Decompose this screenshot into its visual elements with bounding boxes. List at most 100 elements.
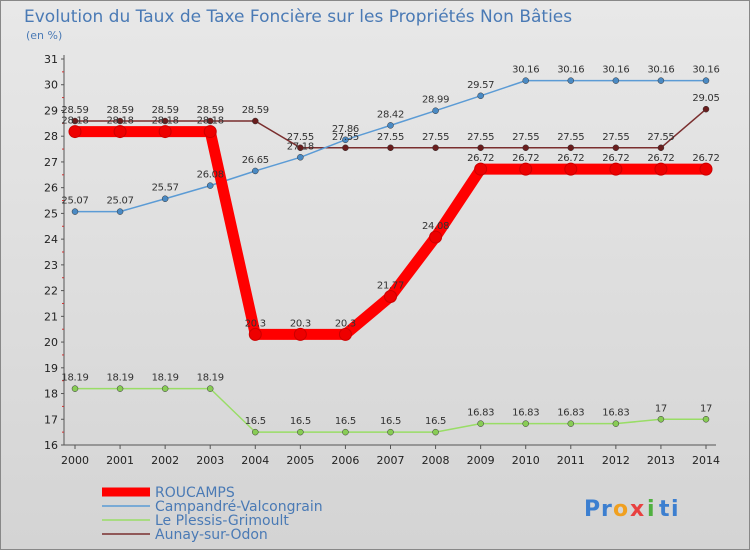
brand-letter: t — [659, 497, 670, 522]
data-label: 30.16 — [557, 65, 584, 76]
data-label: 26.72 — [467, 153, 494, 164]
data-label: 16.5 — [425, 416, 446, 427]
data-point — [702, 416, 710, 423]
y-tick-label: 20 — [44, 336, 58, 349]
data-label: 27.55 — [647, 132, 674, 143]
data-label: 28.59 — [61, 105, 88, 116]
series-roucamps — [68, 125, 713, 341]
data-point — [203, 125, 217, 139]
data-label: 30.16 — [692, 65, 719, 76]
data-point — [567, 420, 575, 427]
data-point — [71, 208, 79, 215]
x-tick-label: 2012 — [602, 454, 630, 467]
data-label: 16.83 — [467, 408, 494, 419]
data-point — [252, 428, 259, 436]
legend-label: Le Plessis-Grimoult — [155, 513, 289, 529]
data-label: 16.83 — [512, 408, 539, 419]
brand-letter: i — [671, 497, 679, 522]
data-point — [657, 416, 665, 423]
data-label: 27.55 — [557, 132, 584, 143]
data-point — [116, 208, 124, 215]
data-label: 26.65 — [242, 155, 269, 166]
data-labels-roucamps: 28.18 28.18 28.18 28.18 20.3 20.3 20.3 21.77 24.… — [61, 116, 719, 330]
data-label: 27.55 — [422, 132, 449, 143]
series-campandr-valcongrain — [71, 77, 710, 215]
data-point — [387, 144, 394, 152]
data-label: 28.59 — [242, 105, 269, 116]
data-label: 27.55 — [602, 132, 629, 143]
data-label: 18.19 — [61, 373, 88, 384]
series-aunay-sur-odon — [71, 105, 710, 152]
x-tick-label: 2008 — [422, 454, 450, 467]
data-point — [612, 77, 620, 84]
y-tick-label: 26 — [44, 182, 58, 195]
data-point — [657, 77, 665, 84]
data-point — [206, 385, 214, 392]
data-point — [519, 162, 533, 176]
data-label: 29.57 — [467, 80, 494, 91]
data-point — [384, 290, 397, 304]
brand-letter: r — [601, 497, 612, 522]
data-point — [206, 182, 214, 189]
y-tick-label: 25 — [44, 207, 58, 220]
data-label: 29.05 — [692, 93, 719, 104]
data-point — [567, 77, 575, 84]
data-point — [297, 154, 304, 161]
data-label: 18.19 — [197, 373, 224, 384]
y-tick-label: 24 — [44, 233, 58, 246]
data-label: 27.55 — [467, 132, 494, 143]
data-label: 28.59 — [152, 105, 179, 116]
data-label: 24.08 — [422, 221, 449, 232]
data-point — [609, 162, 623, 176]
x-tick-label: 2011 — [557, 454, 585, 467]
x-tick-label: 2009 — [467, 454, 495, 467]
data-label: 27.55 — [512, 132, 539, 143]
data-label: 16.83 — [557, 408, 584, 419]
data-point — [342, 428, 349, 436]
y-tick-label: 23 — [44, 259, 58, 272]
data-point — [612, 144, 620, 152]
data-label: 30.16 — [647, 65, 674, 76]
data-point — [474, 162, 488, 176]
data-label: 20.3 — [290, 318, 311, 329]
data-label: 28.18 — [197, 116, 224, 127]
data-point — [71, 385, 79, 392]
x-tick-label: 2003 — [196, 454, 224, 467]
data-point — [68, 125, 82, 139]
data-label: 28.99 — [422, 95, 449, 106]
data-label: 27.55 — [332, 132, 359, 143]
y-tick-label: 30 — [44, 79, 58, 92]
data-point — [113, 125, 127, 139]
data-label: 28.18 — [107, 116, 134, 127]
data-label: 28.42 — [377, 109, 404, 120]
x-tick-label: 2006 — [331, 454, 359, 467]
series-le-plessis-grimoult — [71, 385, 710, 436]
x-tick-label: 2001 — [106, 454, 134, 467]
data-label: 30.16 — [512, 65, 539, 76]
data-point — [612, 420, 620, 427]
data-point — [477, 144, 484, 152]
data-label: 18.19 — [152, 373, 179, 384]
axes: 16 17 18 19 20 21 22 23 24 25 26 27 28 29 30 31 2000 2001… — [44, 53, 720, 467]
data-label: 18.19 — [107, 373, 134, 384]
chart-subtitle: (en %) — [26, 29, 62, 42]
data-label: 27.55 — [377, 132, 404, 143]
data-point — [702, 77, 710, 84]
data-point — [564, 162, 578, 176]
data-point — [252, 167, 259, 175]
data-label: 25.07 — [107, 196, 134, 207]
y-tick-label: 18 — [44, 388, 58, 401]
x-tick-label: 2002 — [151, 454, 179, 467]
data-label: 20.3 — [335, 318, 356, 329]
data-point — [248, 327, 262, 341]
brand-letter: i — [647, 497, 655, 522]
y-tick-label: 28 — [44, 130, 58, 143]
data-label: 26.72 — [602, 153, 629, 164]
data-point — [522, 144, 529, 152]
data-point — [432, 107, 439, 114]
data-label: 16.5 — [245, 416, 266, 427]
x-tick-label: 2007 — [377, 454, 405, 467]
y-tick-label: 29 — [44, 104, 58, 117]
